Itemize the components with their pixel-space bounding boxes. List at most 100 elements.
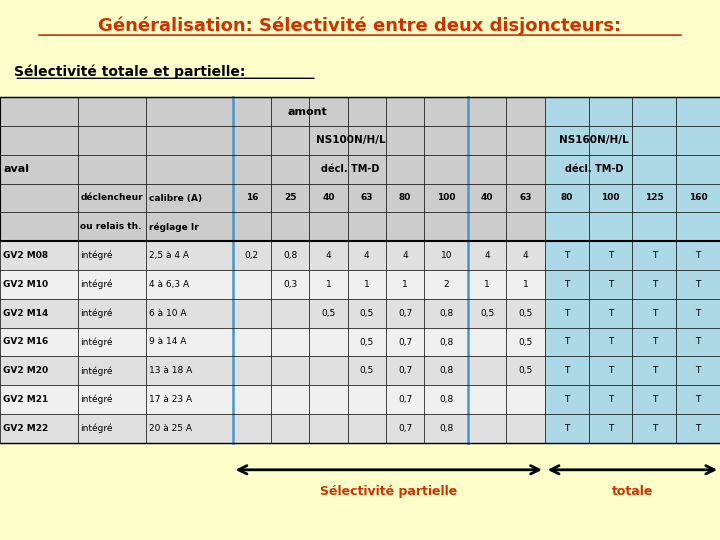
Bar — [233, 299, 271, 328]
Text: NS100N/H/L: NS100N/H/L — [315, 136, 385, 145]
Text: décl. TM-D: décl. TM-D — [321, 164, 379, 174]
Bar — [386, 414, 424, 443]
Text: T: T — [696, 280, 701, 289]
Bar — [233, 328, 271, 356]
Bar — [78, 356, 146, 385]
Bar — [310, 328, 348, 356]
Bar — [233, 356, 271, 385]
Bar — [0, 414, 78, 443]
Text: décl. TM-D: décl. TM-D — [565, 164, 624, 174]
Text: 2,5 à 4 A: 2,5 à 4 A — [149, 251, 189, 260]
Text: GV2 M10: GV2 M10 — [3, 280, 48, 289]
Text: calibre (A): calibre (A) — [149, 193, 202, 202]
Bar — [348, 356, 386, 385]
Text: aval: aval — [4, 164, 30, 174]
Text: T: T — [696, 338, 701, 347]
Bar — [310, 270, 348, 299]
Text: T: T — [652, 280, 657, 289]
Bar — [424, 328, 468, 356]
Bar — [506, 328, 545, 356]
Text: T: T — [564, 338, 570, 347]
Text: intégré: intégré — [81, 395, 113, 404]
Text: 0,5: 0,5 — [360, 309, 374, 318]
Text: GV2 M14: GV2 M14 — [3, 309, 48, 318]
Text: T: T — [564, 366, 570, 375]
Text: 0,3: 0,3 — [283, 280, 297, 289]
Text: Sélectivité partielle: Sélectivité partielle — [320, 485, 457, 498]
Text: 0,8: 0,8 — [283, 251, 297, 260]
Bar — [468, 385, 506, 414]
Text: 80: 80 — [560, 193, 573, 202]
Bar — [506, 414, 545, 443]
Bar — [506, 299, 545, 328]
Bar — [386, 328, 424, 356]
Bar — [506, 385, 545, 414]
Bar — [310, 414, 348, 443]
Text: 4: 4 — [523, 251, 528, 260]
Bar — [271, 241, 310, 270]
Text: 9 à 14 A: 9 à 14 A — [149, 338, 186, 347]
Bar — [424, 414, 468, 443]
Text: T: T — [652, 366, 657, 375]
Text: 4: 4 — [364, 251, 369, 260]
Text: GV2 M20: GV2 M20 — [3, 366, 48, 375]
Bar — [146, 241, 233, 270]
Bar — [0, 299, 78, 328]
Bar — [146, 356, 233, 385]
Text: 2: 2 — [444, 280, 449, 289]
Text: T: T — [608, 366, 613, 375]
Bar — [424, 241, 468, 270]
Bar — [233, 270, 271, 299]
Text: 0,5: 0,5 — [360, 366, 374, 375]
Text: 1: 1 — [325, 280, 331, 289]
Bar — [348, 299, 386, 328]
Bar — [271, 328, 310, 356]
Bar — [468, 270, 506, 299]
Bar — [348, 270, 386, 299]
Text: T: T — [564, 251, 570, 260]
Text: 4: 4 — [485, 251, 490, 260]
Text: 1: 1 — [364, 280, 369, 289]
Bar — [233, 414, 271, 443]
Bar — [0, 241, 78, 270]
Bar — [386, 356, 424, 385]
Text: 1: 1 — [523, 280, 528, 289]
Text: T: T — [652, 251, 657, 260]
Text: 0,8: 0,8 — [439, 395, 454, 404]
Text: 0,5: 0,5 — [518, 338, 533, 347]
Bar — [78, 328, 146, 356]
Text: T: T — [652, 395, 657, 404]
Text: 0,5: 0,5 — [360, 338, 374, 347]
Text: T: T — [696, 424, 701, 433]
Text: T: T — [696, 366, 701, 375]
Bar — [146, 414, 233, 443]
Bar — [545, 97, 588, 443]
Text: T: T — [564, 424, 570, 433]
Text: intégré: intégré — [81, 251, 113, 260]
Bar — [348, 414, 386, 443]
Bar — [271, 414, 310, 443]
Bar — [348, 241, 386, 270]
Text: 13 à 18 A: 13 à 18 A — [149, 366, 192, 375]
Text: 0,8: 0,8 — [439, 309, 454, 318]
Text: 4: 4 — [325, 251, 331, 260]
Text: T: T — [652, 309, 657, 318]
Bar — [271, 356, 310, 385]
Text: 6 à 10 A: 6 à 10 A — [149, 309, 186, 318]
Text: amont: amont — [287, 106, 327, 117]
Text: 0,5: 0,5 — [321, 309, 336, 318]
Text: GV2 M16: GV2 M16 — [3, 338, 48, 347]
Text: intégré: intégré — [81, 280, 113, 289]
Text: totale: totale — [612, 485, 653, 498]
Text: T: T — [696, 251, 701, 260]
Bar — [78, 270, 146, 299]
Text: T: T — [608, 395, 613, 404]
Bar — [146, 270, 233, 299]
Bar — [386, 385, 424, 414]
Text: 40: 40 — [323, 193, 335, 202]
Bar — [271, 385, 310, 414]
Text: Sélectivité totale et partielle:: Sélectivité totale et partielle: — [14, 65, 246, 79]
Bar — [676, 97, 720, 443]
Text: 0,8: 0,8 — [439, 366, 454, 375]
Bar — [424, 356, 468, 385]
